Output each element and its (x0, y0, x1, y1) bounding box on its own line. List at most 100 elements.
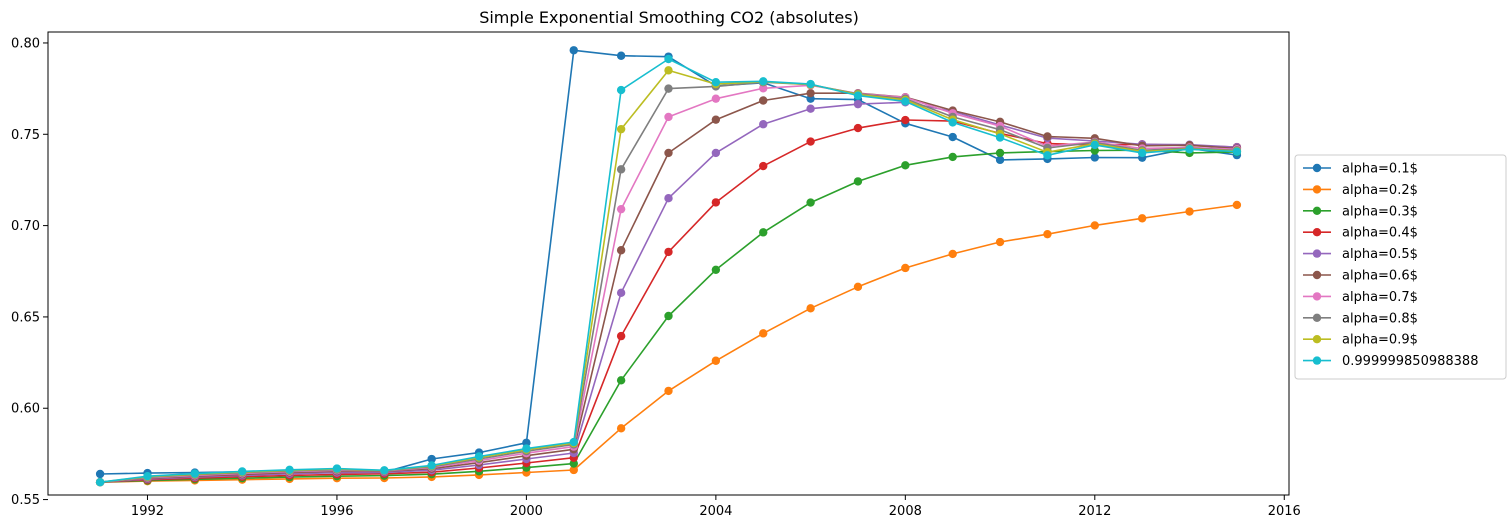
data-point (853, 91, 863, 100)
x-tick-label: 2012 (1078, 504, 1111, 519)
data-point (1043, 151, 1052, 160)
data-point (759, 228, 768, 237)
data-point (711, 198, 721, 207)
data-point (1043, 132, 1052, 141)
data-point (711, 356, 721, 365)
x-tick-label: 2004 (699, 504, 732, 519)
data-point (380, 466, 389, 475)
data-point (806, 198, 815, 207)
data-point (1232, 147, 1242, 156)
data-point (759, 120, 768, 129)
data-point (806, 104, 815, 113)
data-point (522, 444, 531, 453)
data-point (901, 115, 910, 125)
legend-box (1294, 154, 1507, 380)
data-point (522, 438, 531, 447)
data-point (901, 263, 910, 273)
data-point (1090, 153, 1099, 162)
data-point (95, 469, 105, 479)
data-point (806, 79, 815, 89)
x-tick-label: 1992 (131, 504, 164, 519)
data-point (332, 464, 342, 473)
data-point (427, 461, 436, 470)
x-tick-label: 1996 (320, 504, 353, 519)
data-point (806, 137, 815, 146)
data-point (616, 51, 626, 60)
data-point (759, 77, 768, 86)
x-tick-label: 2008 (889, 504, 922, 519)
data-point (1185, 207, 1194, 216)
y-tick-label: 0.55 (11, 493, 40, 508)
data-point (711, 115, 721, 124)
y-tick-label: 0.75 (11, 128, 40, 143)
data-point (948, 132, 957, 142)
legend-label: alpha=0.5$ (1342, 247, 1418, 262)
x-tick-label: 2000 (510, 504, 543, 519)
legend-label: alpha=0.8$ (1342, 311, 1418, 326)
data-point (664, 84, 673, 93)
legend-label: alpha=0.9$ (1342, 333, 1418, 348)
legend-marker (1312, 163, 1322, 173)
legend-item: alpha=0.7$ (1303, 290, 1418, 305)
legend-marker (1312, 206, 1322, 215)
y-axis: 0.55 0.60 0.65 0.70 0.75 0.80 (11, 36, 48, 508)
legend-marker (1312, 185, 1322, 194)
y-tick-label: 0.70 (11, 219, 40, 234)
data-point (759, 96, 768, 105)
legend-marker (1312, 228, 1322, 237)
data-point (664, 148, 673, 158)
data-point (948, 249, 957, 259)
legend-marker (1312, 249, 1322, 258)
legend-item: 0.999999850988388 (1303, 354, 1478, 369)
legend-item: alpha=0.2$ (1303, 183, 1418, 198)
y-tick-label: 0.60 (11, 402, 40, 417)
data-point (569, 459, 578, 468)
data-point (711, 265, 721, 275)
series-10 (95, 54, 1242, 487)
data-point (190, 469, 200, 478)
data-point (759, 161, 768, 171)
legend-marker (1312, 335, 1322, 344)
data-point (616, 204, 626, 214)
data-point (569, 465, 578, 475)
legend-item: alpha=0.9$ (1303, 333, 1418, 348)
data-point (1090, 221, 1099, 230)
data-point (616, 85, 626, 95)
data-point (711, 78, 721, 87)
legend-label: alpha=0.2$ (1342, 183, 1418, 198)
legend-marker (1312, 356, 1322, 365)
data-point (995, 133, 1005, 142)
data-point (616, 288, 626, 298)
legend-item: alpha=0.8$ (1303, 311, 1418, 326)
data-point (1043, 229, 1052, 239)
legend-label: alpha=0.6$ (1342, 269, 1418, 284)
data-point (901, 161, 910, 170)
data-point (664, 247, 673, 257)
data-point (143, 471, 152, 481)
legend-label: alpha=0.3$ (1342, 204, 1418, 219)
x-tick-label: 2016 (1268, 504, 1301, 519)
data-point (427, 454, 436, 464)
legend-item: alpha=0.1$ (1303, 162, 1418, 177)
data-point (569, 46, 578, 55)
data-point (616, 331, 626, 341)
data-point (1090, 140, 1099, 150)
y-tick-label: 0.80 (11, 36, 40, 51)
legend-label: alpha=0.4$ (1342, 226, 1418, 241)
data-point (759, 84, 768, 93)
data-point (901, 97, 910, 106)
data-point (664, 311, 673, 321)
x-axis: 1992 1996 2000 2004 2008 2012 2016 (131, 495, 1301, 519)
chart-title: Simple Exponential Smoothing CO2 (absolu… (479, 8, 859, 27)
legend-item: alpha=0.3$ (1303, 204, 1418, 219)
data-point (616, 165, 626, 174)
data-point (948, 152, 957, 162)
legend-marker (1312, 270, 1322, 280)
data-point (474, 452, 484, 461)
legend-item: alpha=0.5$ (1303, 247, 1418, 262)
data-point (285, 465, 294, 474)
data-point (759, 329, 768, 338)
data-point (995, 155, 1005, 165)
